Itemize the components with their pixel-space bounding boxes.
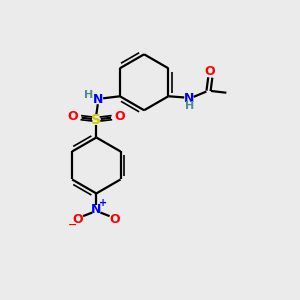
Text: N: N (91, 203, 101, 216)
Text: H: H (84, 90, 94, 100)
Text: H: H (185, 101, 194, 111)
Text: O: O (115, 110, 125, 123)
Text: −: − (68, 220, 77, 230)
Text: O: O (68, 110, 78, 123)
Text: N: N (93, 93, 103, 106)
Text: +: + (99, 198, 107, 208)
Text: O: O (73, 212, 83, 226)
Text: O: O (109, 212, 120, 226)
Text: O: O (205, 65, 215, 78)
Text: S: S (91, 113, 101, 127)
Text: N: N (184, 92, 195, 105)
